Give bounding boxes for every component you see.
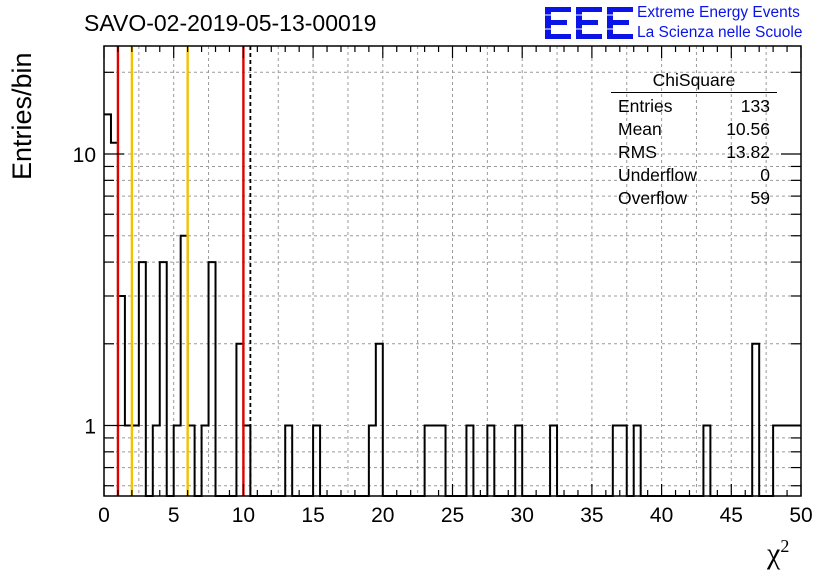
stats-title: ChiSquare (611, 70, 777, 93)
logo-line-2: La Scienza nelle Scuole (637, 24, 803, 41)
eee-logo (543, 7, 635, 39)
x-tick-label: 50 (789, 504, 812, 527)
stats-label: Mean (618, 119, 662, 139)
stats-value: 133 (740, 96, 770, 116)
y-tick-label: 1 (84, 416, 96, 439)
x-tick-label: 40 (650, 504, 673, 527)
x-tick-label: 35 (580, 504, 603, 527)
x-tick-label: 5 (168, 504, 180, 527)
histogram-bin (209, 262, 216, 496)
x-tick-label: 45 (720, 504, 743, 527)
stats-label: Overflow (618, 188, 688, 208)
x-tick-label: 10 (232, 504, 255, 527)
y-tick-label: 10 (73, 144, 96, 167)
histogram-bin (104, 114, 111, 496)
histogram-bin (160, 262, 167, 496)
histogram-bin (752, 344, 759, 496)
logo-line-1: Extreme Energy Events (637, 4, 800, 21)
logo-text: Extreme Energy Events La Scienza nelle S… (637, 3, 802, 43)
stats-value: 13.82 (726, 142, 770, 162)
stats-label: Underflow (618, 165, 697, 185)
stats-box: ChiSquare Entries 133 Mean 10.56 RMS 13.… (611, 70, 777, 210)
chart-title: SAVO-02-2019-05-13-00019 (84, 10, 377, 36)
stats-label: RMS (618, 142, 657, 162)
stats-row-underflow: Underflow 0 (611, 164, 777, 187)
stats-value: 59 (750, 188, 770, 208)
x-tick-label: 0 (98, 504, 110, 527)
stats-row-overflow: Overflow 59 (611, 187, 777, 210)
stats-row-rms: RMS 13.82 (611, 141, 777, 164)
x-tick-label: 15 (301, 504, 324, 527)
x-axis-label: χ2 (767, 536, 790, 570)
stats-label: Entries (618, 96, 673, 116)
histogram-bin (139, 262, 146, 496)
x-tick-label: 20 (371, 504, 394, 527)
x-tick-label: 25 (441, 504, 464, 527)
stats-value: 0 (760, 165, 770, 185)
stats-value: 10.56 (726, 119, 770, 139)
x-tick-label: 30 (511, 504, 534, 527)
y-axis-label: Entries/bin (7, 52, 37, 180)
histogram-bin (376, 344, 383, 496)
stats-row-mean: Mean 10.56 (611, 118, 777, 141)
stats-row-entries: Entries 133 (611, 95, 777, 118)
